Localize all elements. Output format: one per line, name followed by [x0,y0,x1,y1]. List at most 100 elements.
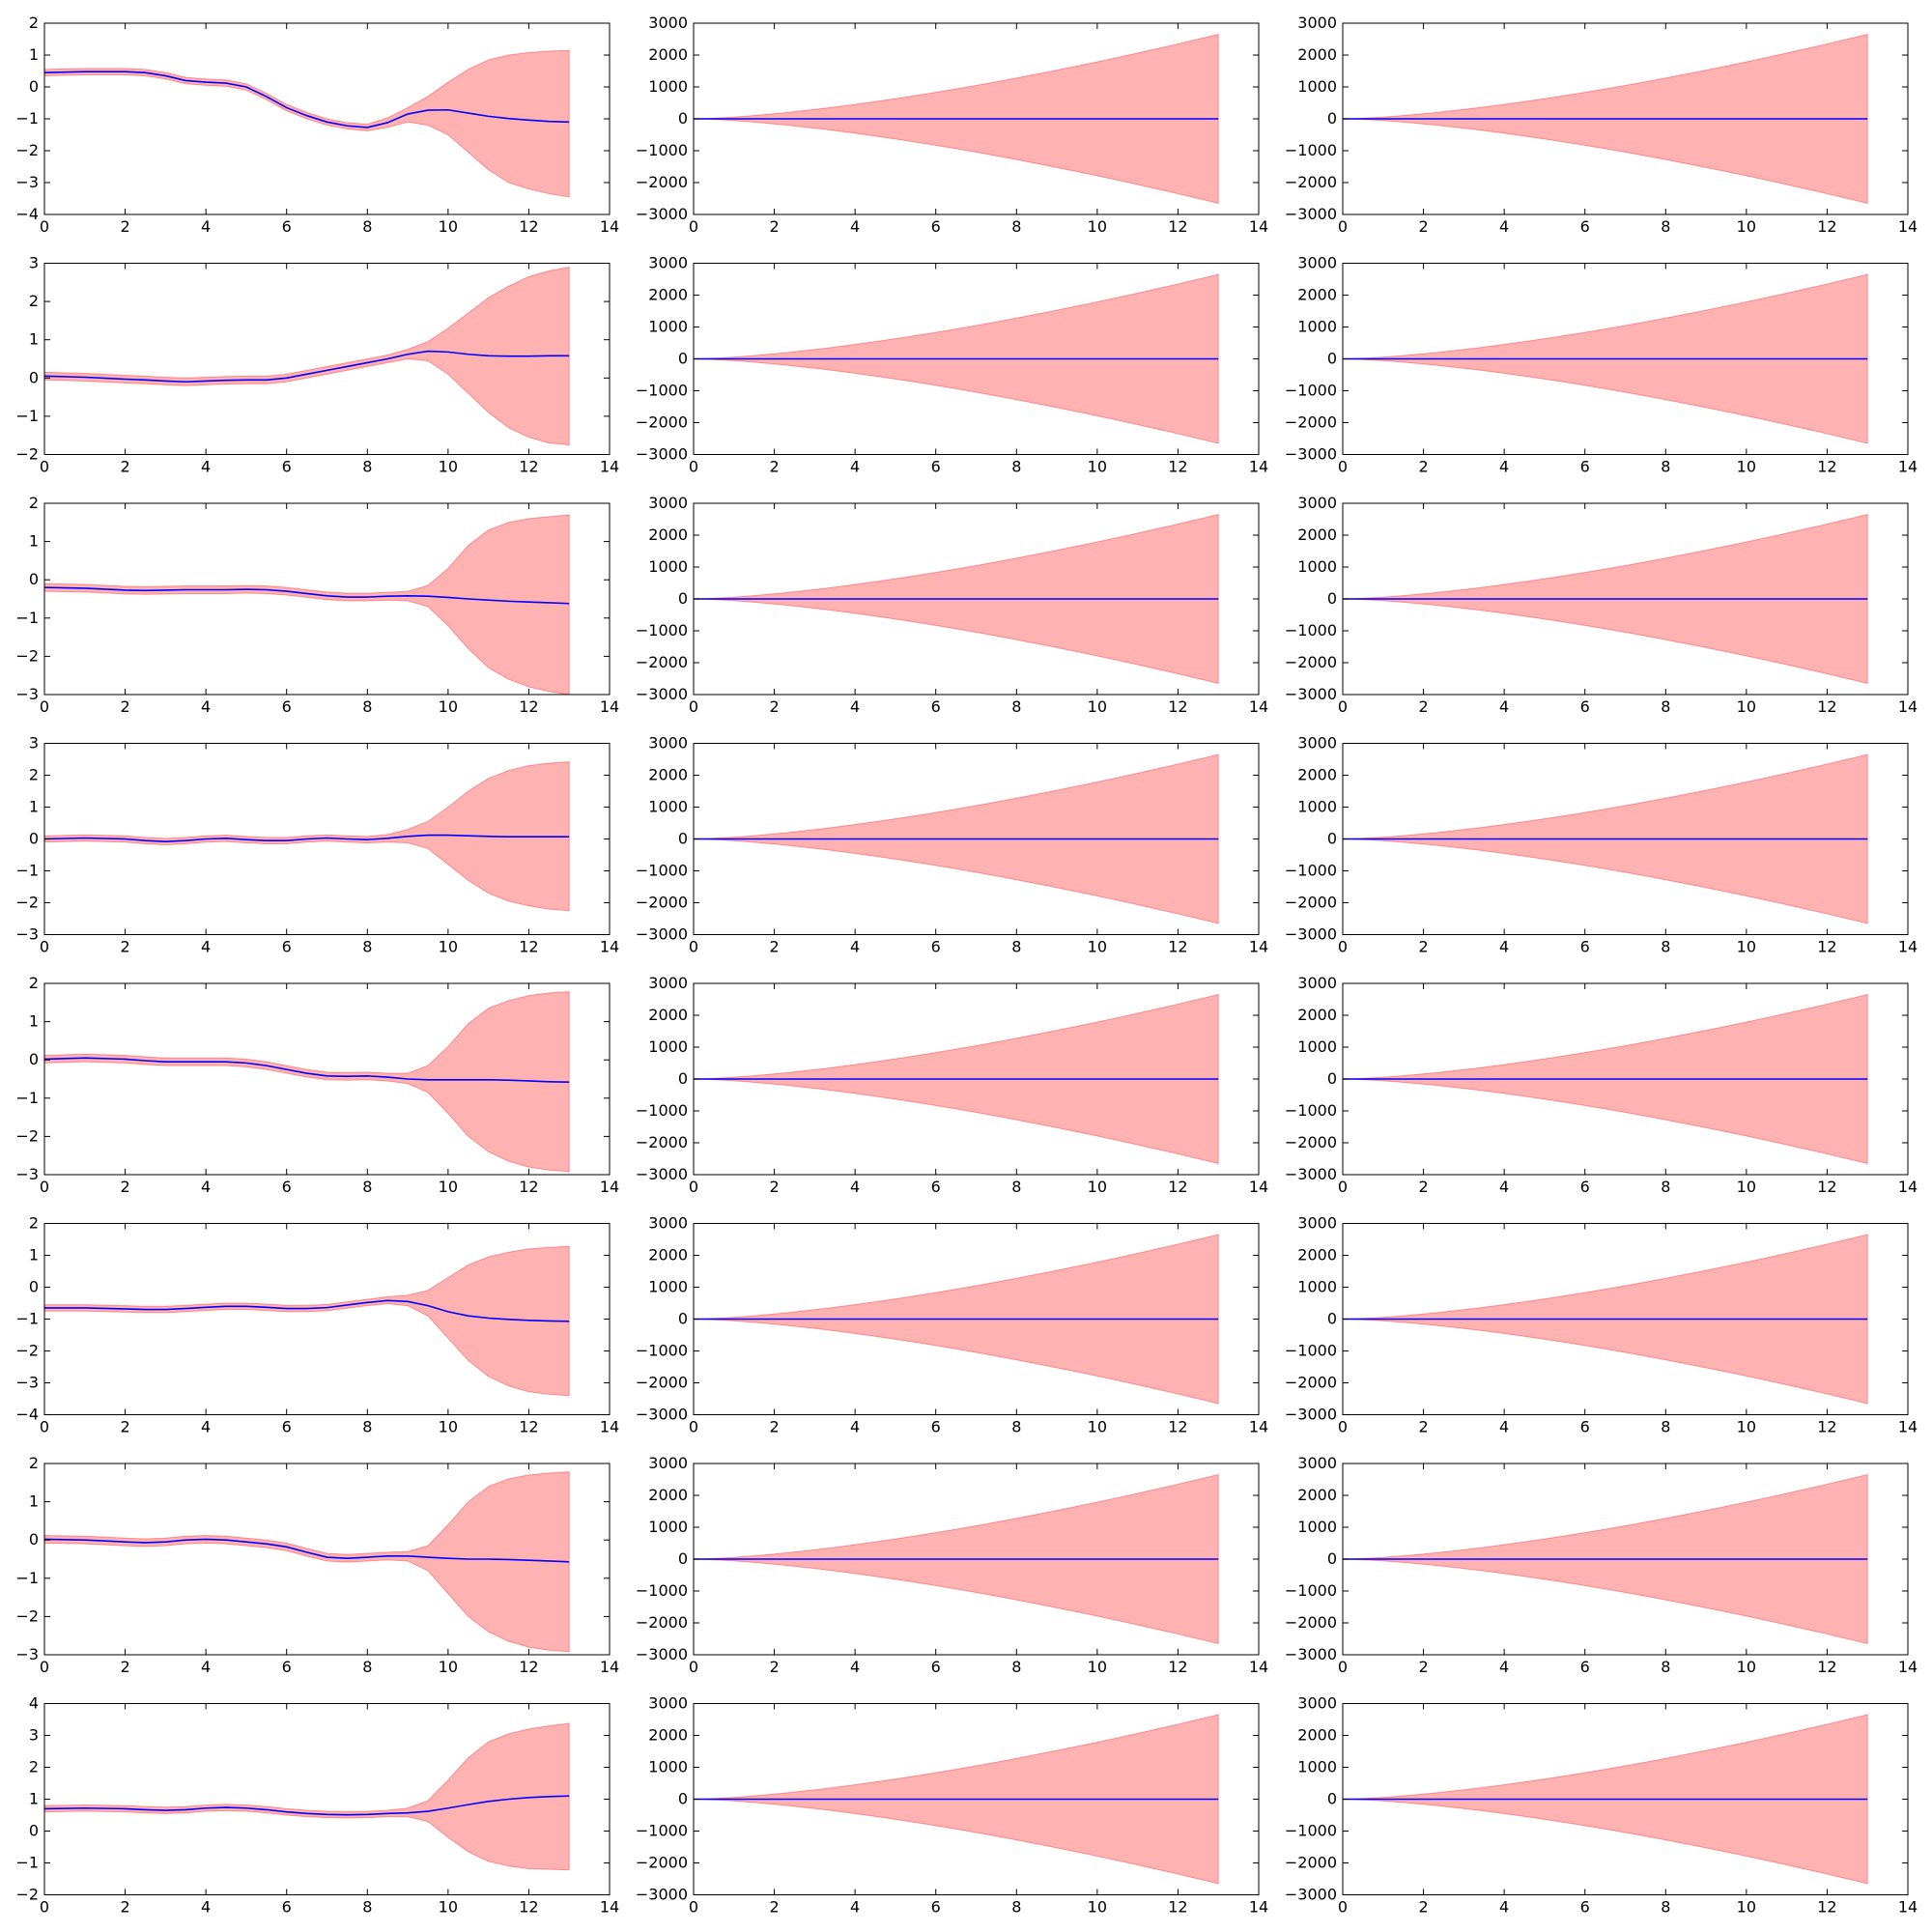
y-tick-label: 4 [29,1694,39,1713]
y-tick-label: −4 [15,205,39,223]
x-tick-label: 14 [1898,1658,1918,1676]
x-tick-label: 12 [1817,1898,1836,1917]
x-tick-label: 8 [1661,458,1670,476]
x-tick-label: 8 [1011,1178,1021,1196]
y-tick-label: −2 [15,141,39,159]
y-tick-label: 1 [29,330,39,349]
y-tick-label: −3000 [636,205,688,223]
y-tick-label: 1000 [1297,77,1337,96]
x-tick-label: 6 [1580,1898,1590,1917]
x-tick-label: 8 [1011,1418,1021,1436]
x-tick-label: 12 [1168,458,1187,476]
x-tick-label: 12 [519,1418,538,1436]
y-tick-label: −2 [15,894,39,912]
y-tick-label: 2 [29,494,39,512]
y-tick-label: 3000 [1297,494,1337,512]
x-tick-label: 8 [1011,938,1021,956]
x-tick-label: 6 [282,217,292,236]
x-tick-label: 2 [120,1178,129,1196]
x-tick-label: 10 [439,217,458,236]
y-tick-label: −1000 [636,1101,688,1120]
x-tick-label: 2 [769,1658,779,1676]
x-tick-label: 4 [850,697,860,716]
x-tick-label: 8 [1011,217,1021,236]
mean-line [43,350,570,384]
x-tick-label: 10 [439,1898,458,1917]
x-tick-label: 12 [1817,1418,1836,1436]
x-tick-label: 6 [931,697,941,716]
x-tick-label: 10 [1088,1898,1107,1917]
x-tick-label: 4 [201,1898,211,1917]
x-tick-label: 6 [282,697,292,716]
x-tick-label: 10 [1088,1658,1107,1676]
y-tick-label: 0 [29,1050,39,1068]
y-tick-label: −2 [15,445,39,464]
y-tick-label: −1000 [1285,382,1337,400]
x-tick-label: 0 [1338,1658,1348,1676]
y-tick-label: −1000 [1285,1101,1337,1120]
x-tick-label: 0 [40,1418,49,1436]
y-tick-label: 0 [678,1069,688,1088]
x-tick-label: 4 [201,1658,211,1676]
x-tick-label: 4 [201,1178,211,1196]
y-tick-label: −2000 [636,173,688,191]
x-tick-label: 4 [1499,1178,1509,1196]
axes-frame [43,982,611,1176]
x-tick-label: 8 [1011,458,1021,476]
x-tick-label: 4 [1499,1658,1509,1676]
subplot-r8c2: 0 2 4 6 8 10 12 14 −3000 −2000 −1000 0 1000 2000 3000 [636,1694,1268,1917]
y-tick-label: −1000 [1285,1581,1337,1600]
axes-frame [43,502,611,696]
x-tick-label: 4 [201,697,211,716]
y-tick-label: −1000 [636,141,688,159]
uncertainty-band [43,266,570,446]
mean-line [43,1057,570,1083]
x-tick-label: 8 [362,1898,372,1917]
x-tick-label: 14 [1898,1178,1918,1196]
x-tick-label: 14 [1249,938,1268,956]
y-tick-label: −2000 [1285,1374,1337,1392]
x-tick-label: 12 [1817,217,1836,236]
x-tick-label: 14 [600,938,619,956]
x-tick-label: 2 [1418,1658,1428,1676]
y-tick-label: −2000 [1285,1854,1337,1872]
y-tick-label: 1 [29,1790,39,1808]
x-tick-label: 4 [201,217,211,236]
x-tick-label: 8 [362,1178,372,1196]
x-tick-label: 12 [1168,697,1187,716]
x-tick-label: 0 [1338,697,1348,716]
y-tick-label: −2000 [1285,653,1337,671]
x-tick-label: 2 [769,1898,779,1917]
y-tick-label: 3000 [1297,1694,1337,1713]
x-tick-label: 14 [1249,217,1268,236]
x-tick-label: 10 [1737,1418,1756,1436]
y-tick-label: −1000 [636,862,688,880]
uncertainty-band [43,49,570,198]
x-tick-label: 12 [519,697,538,716]
x-tick-label: 12 [1168,1898,1187,1917]
mean-line [44,1299,570,1322]
x-tick-label: 10 [1737,217,1756,236]
y-tick-label: 3000 [1297,974,1337,992]
x-tick-label: 0 [689,1418,698,1436]
y-tick-label: −3000 [1285,685,1337,703]
x-tick-label: 12 [519,1658,538,1676]
subplot-r4c3: 0 2 4 6 8 10 12 14 −3000 −2000 −1000 0 1000 2000 3000 [1285,734,1918,956]
y-tick-label: 3 [29,734,39,753]
y-tick-label: 3000 [648,1694,688,1713]
y-tick-label: 1000 [1297,1758,1337,1776]
y-tick-label: 1 [29,532,39,551]
y-tick-label: 0 [678,109,688,128]
x-tick-label: 2 [1418,697,1428,716]
x-tick-label: 12 [1817,1178,1836,1196]
y-tick-label: 1000 [648,318,688,336]
x-tick-label: 12 [1817,697,1836,716]
y-tick-label: −2000 [636,653,688,671]
y-tick-label: −2 [15,646,39,665]
x-tick-label: 0 [1338,458,1348,476]
x-tick-label: 0 [40,1178,49,1196]
y-tick-label: 0 [1327,1069,1337,1088]
y-tick-label: 1000 [648,798,688,816]
x-tick-label: 6 [931,938,941,956]
